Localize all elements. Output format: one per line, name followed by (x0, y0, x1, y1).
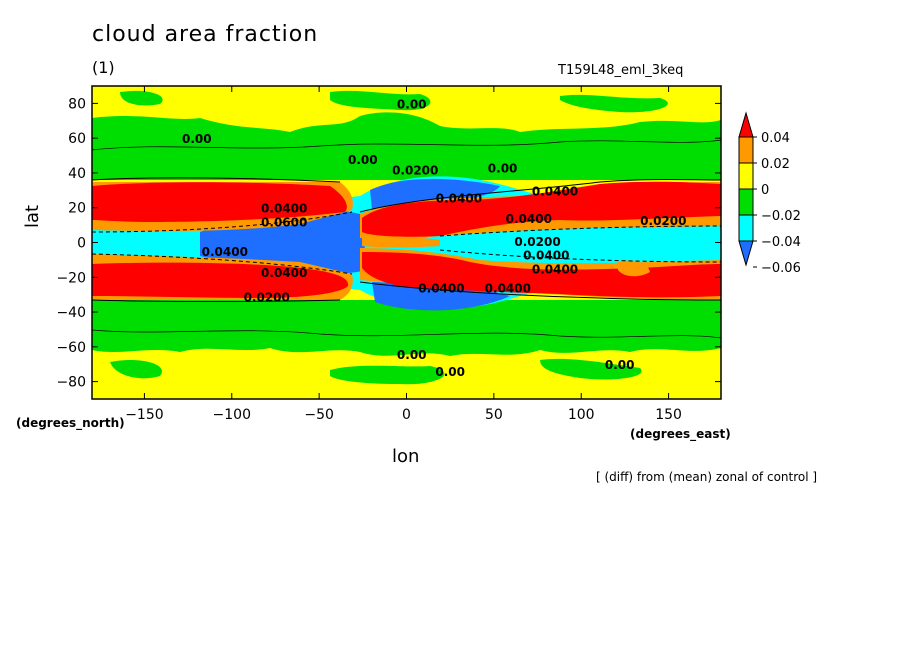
x-tick-label: 0 (402, 407, 411, 423)
x-axis: −150 −100 −50 0 50 100 150 (125, 86, 682, 423)
contour-label: 0.0400 (532, 184, 578, 198)
contour-label: 0.0400 (202, 245, 248, 259)
contour-label: 0.0400 (261, 202, 307, 216)
y-tick-label: −40 (56, 305, 86, 321)
contour-label: 0.0400 (506, 212, 552, 226)
y-axis-unit: (degrees_north) (16, 416, 125, 430)
colorbar-segment (738, 162, 754, 190)
y-tick-label: −60 (56, 340, 86, 356)
field-green-south (92, 300, 721, 356)
colorbar: 0.04 0.02 0 −0.02 −0.04 −0.06 (738, 111, 801, 276)
field-red-north-east (362, 181, 721, 237)
contour-lines (92, 139, 721, 339)
colorbar-label: 0.02 (761, 157, 790, 172)
field-green-north-patch (330, 90, 431, 111)
x-axis-unit: (degrees_east) (630, 427, 731, 441)
colorbar-extend-min (738, 240, 754, 267)
field-green-north-patch (560, 94, 668, 113)
x-tick-label: −150 (125, 407, 163, 423)
y-axis: −80 −60 −40 −20 0 20 40 60 80 (56, 96, 721, 391)
contour-label: 0.0200 (514, 235, 560, 249)
colorbar-label: −0.02 (761, 209, 801, 224)
field-orange-patch (618, 260, 650, 277)
colorbar-label: −0.04 (761, 235, 801, 250)
field-red-south-west (92, 262, 349, 298)
contour-label: 0.0400 (485, 282, 531, 296)
field-green-north-patch (120, 90, 163, 106)
colorbar-label: 0 (761, 183, 769, 198)
field-blue-north (370, 178, 500, 210)
contour-label: 0.00 (605, 358, 635, 372)
contour-label: 0.0400 (436, 191, 482, 205)
colorbar-extend-max (738, 111, 754, 138)
contour-label: 0.0400 (523, 249, 569, 263)
plot-area: 0.000.000.000.0200 0.000.04000.04000.0400… (92, 86, 721, 399)
contour-label: 0.00 (348, 153, 378, 167)
field-green-north (92, 112, 721, 180)
contour-label: 0.0400 (261, 266, 307, 280)
contour-label-layer: 0.000.000.000.0200 0.000.04000.04000.0400… (182, 97, 686, 379)
y-tick-label: 0 (77, 236, 86, 252)
footnote: [ (diff) from (mean) zonal of control ] (596, 470, 818, 484)
chart-title: cloud area fraction (92, 22, 319, 47)
colorbar-segment (738, 188, 754, 216)
y-tick-label: 80 (68, 96, 86, 112)
contour-label: 0.00 (435, 365, 465, 379)
field-green-south-patch (540, 358, 642, 380)
colorbar-segment (738, 214, 754, 242)
contour-label: 0.00 (397, 97, 427, 111)
y-tick-label: 40 (68, 166, 86, 182)
contour-label: 0.0400 (532, 263, 578, 277)
contour-label: 0.00 (488, 162, 518, 176)
y-tick-label: 60 (68, 131, 86, 147)
colorbar-segment (738, 136, 754, 164)
x-tick-label: −100 (213, 407, 251, 423)
y-tick-label: −20 (56, 270, 86, 286)
colorbar-label: −0.06 (761, 261, 801, 276)
contour-label: 0.0200 (244, 290, 290, 304)
contour-label: 0.00 (397, 348, 427, 362)
contour-label: 0.0400 (418, 282, 464, 296)
field-red-north-west (92, 182, 347, 222)
field-orange-equator-strip (362, 236, 440, 248)
contour-label: 0.0200 (640, 214, 686, 228)
panel-label: (1) (92, 58, 115, 77)
y-tick-label: −80 (56, 375, 86, 391)
x-tick-label: −50 (304, 407, 334, 423)
x-tick-label: 50 (485, 407, 503, 423)
field-green-south-patch (110, 359, 162, 379)
contour-label: 0.0200 (392, 163, 438, 177)
y-tick-label: 20 (68, 201, 86, 217)
colorbar-label: 0.04 (761, 131, 790, 146)
contour-label: 0.0600 (261, 216, 307, 230)
x-tick-label: 100 (568, 407, 595, 423)
contour-label: 0.00 (182, 132, 212, 146)
run-label: T159L48_eml_3keq (558, 63, 684, 78)
field-green-south-patch (330, 365, 445, 385)
field-red-south-east (362, 252, 721, 298)
x-tick-label: 150 (655, 407, 682, 423)
x-axis-label: lon (392, 446, 420, 467)
